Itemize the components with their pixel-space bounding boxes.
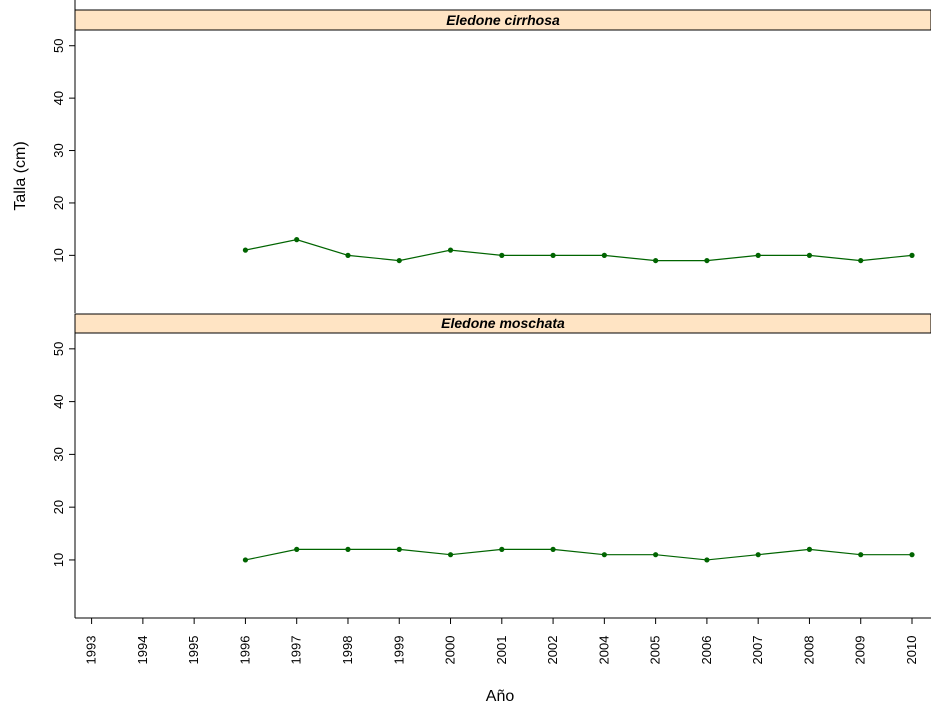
x-axis-label: Año	[486, 688, 515, 705]
data-point	[550, 546, 556, 552]
x-tick-label: 1999	[391, 636, 406, 665]
data-point	[601, 252, 607, 258]
y-tick-label: 50	[51, 38, 66, 52]
x-tick-label: 1993	[84, 636, 99, 665]
panel-strip-label: Eledone moschata	[441, 315, 565, 331]
data-point	[447, 552, 454, 558]
x-tick-label: 1998	[340, 636, 355, 665]
data-point	[499, 252, 505, 258]
y-tick-label: 40	[51, 91, 66, 105]
data-point	[345, 252, 351, 258]
y-tick-label: 30	[51, 143, 66, 157]
y-tick-label: 20	[51, 500, 66, 514]
x-tick-label: 2010	[904, 636, 919, 665]
x-tick-label: 2002	[545, 636, 560, 665]
y-tick-label: 10	[51, 553, 66, 567]
data-point	[242, 247, 249, 253]
x-tick-label: 2005	[648, 636, 663, 665]
data-point	[806, 252, 813, 258]
x-tick-label: 1994	[135, 636, 150, 665]
data-point	[806, 546, 813, 552]
y-tick-label: 20	[51, 196, 66, 210]
series-line	[245, 548, 912, 561]
data-point	[345, 546, 351, 552]
data-point	[858, 257, 864, 264]
x-tick-label: 2004	[596, 636, 611, 665]
y-tick-label: 10	[51, 248, 66, 262]
x-tick-label: 2001	[494, 636, 509, 665]
x-tick-label: 2006	[699, 636, 714, 665]
x-tick-label: 2008	[801, 636, 816, 665]
data-point	[653, 552, 659, 558]
data-point	[601, 552, 607, 558]
data-point	[704, 557, 710, 563]
data-point	[396, 257, 402, 264]
data-point	[294, 546, 300, 552]
data-point	[499, 546, 505, 552]
data-point	[909, 552, 915, 558]
y-axis-label: Talla (cm)	[12, 141, 29, 210]
data-point	[447, 247, 454, 253]
data-point	[242, 557, 249, 563]
data-point	[755, 552, 761, 558]
y-tick-label: 30	[51, 447, 66, 461]
data-point	[653, 257, 659, 264]
x-tick-label: 1997	[289, 636, 304, 665]
x-tick-label: 2000	[443, 636, 458, 665]
data-point	[294, 237, 300, 243]
y-tick-label: 40	[51, 394, 66, 408]
x-tick-label: 2009	[853, 636, 868, 665]
data-point	[755, 252, 761, 258]
y-tick-label: 50	[51, 342, 66, 356]
series-line	[245, 239, 913, 262]
data-point	[704, 257, 710, 264]
data-point	[858, 552, 864, 558]
x-tick-label: 1995	[186, 636, 201, 665]
panel-strip-label: Eledone cirrhosa	[446, 12, 560, 28]
x-tick-label: 2007	[750, 636, 765, 665]
data-point	[909, 252, 915, 258]
data-point	[396, 546, 402, 552]
data-point	[550, 252, 556, 258]
x-tick-label: 1996	[237, 636, 252, 665]
